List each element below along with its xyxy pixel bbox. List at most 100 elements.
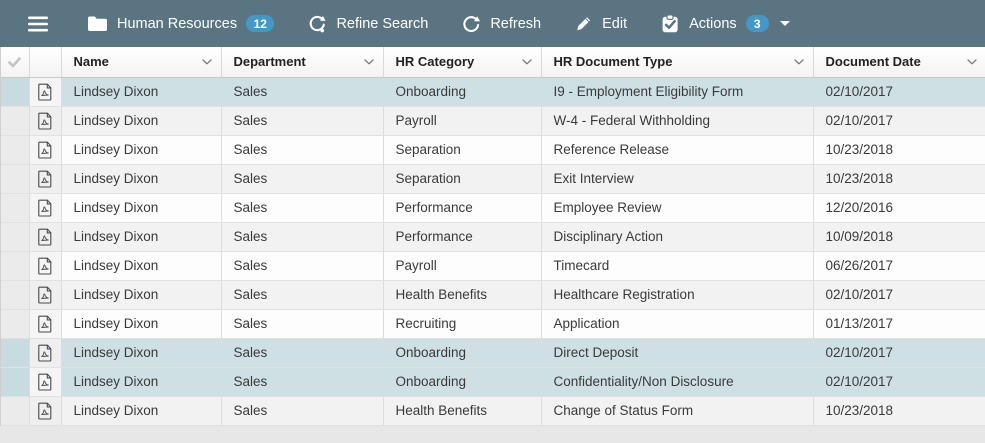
cell-hr-document-type: Exit Interview: [541, 164, 814, 194]
table-row[interactable]: Lindsey Dixon Sales Separation Reference…: [1, 135, 985, 165]
cell-department: Sales: [221, 309, 384, 339]
cell-hr-category: Onboarding: [383, 338, 542, 368]
cell-document-date: 10/23/2018: [813, 396, 985, 426]
pdf-file-icon: [37, 286, 53, 304]
row-pdf-cell[interactable]: [29, 338, 62, 368]
check-icon: [8, 174, 21, 185]
row-pdf-cell[interactable]: [29, 396, 62, 426]
row-pdf-cell[interactable]: [29, 164, 62, 194]
edit-button[interactable]: Edit: [574, 14, 627, 33]
cell-hr-document-type: Employee Review: [541, 193, 814, 223]
check-icon: [8, 87, 21, 98]
row-select-cell[interactable]: [1, 222, 30, 252]
cell-hr-category: Recruiting: [383, 309, 542, 339]
cell-name: Lindsey Dixon: [61, 280, 222, 310]
chevron-down-icon[interactable]: [364, 59, 374, 65]
row-select-cell[interactable]: [1, 338, 30, 368]
table-row[interactable]: Lindsey Dixon Sales Separation Exit Inte…: [1, 164, 985, 194]
row-pdf-cell[interactable]: [29, 251, 62, 281]
table-row[interactable]: Lindsey Dixon Sales Performance Discipli…: [1, 222, 985, 252]
check-icon: [8, 319, 21, 330]
clipboard-check-icon: [662, 13, 678, 32]
cell-hr-category: Health Benefits: [383, 396, 542, 426]
check-icon: [8, 116, 21, 127]
cell-hr-category: Payroll: [383, 251, 542, 281]
table-row[interactable]: Lindsey Dixon Sales Performance Employee…: [1, 193, 985, 223]
refine-search-label: Refine Search: [336, 15, 429, 32]
row-select-cell[interactable]: [1, 396, 30, 426]
pdf-file-icon: [37, 170, 53, 188]
table-row[interactable]: Lindsey Dixon Sales Recruiting Applicati…: [1, 309, 985, 339]
document-table: Name Department HR Category HR Document …: [0, 47, 985, 426]
row-pdf-cell[interactable]: [29, 367, 62, 397]
row-pdf-cell[interactable]: [29, 77, 62, 107]
cell-document-date: 02/10/2017: [813, 106, 985, 136]
table-row[interactable]: Lindsey Dixon Sales Health Benefits Chan…: [1, 396, 985, 426]
column-header-hr-document-type[interactable]: HR Document Type: [541, 47, 814, 78]
row-pdf-cell[interactable]: [29, 280, 62, 310]
cell-name: Lindsey Dixon: [61, 396, 222, 426]
refresh-button[interactable]: Refresh: [461, 14, 541, 34]
cell-department: Sales: [221, 396, 384, 426]
table-row[interactable]: Lindsey Dixon Sales Onboarding Confident…: [1, 367, 985, 397]
chevron-down-icon[interactable]: [522, 59, 532, 65]
cell-name: Lindsey Dixon: [61, 164, 222, 194]
refine-search-icon: [310, 15, 327, 32]
menu-button[interactable]: [28, 16, 48, 32]
row-pdf-cell[interactable]: [29, 193, 62, 223]
table-row[interactable]: Lindsey Dixon Sales Onboarding I9 - Empl…: [1, 77, 985, 107]
table-row[interactable]: Lindsey Dixon Sales Health Benefits Heal…: [1, 280, 985, 310]
pdf-file-icon: [37, 344, 53, 362]
cell-name: Lindsey Dixon: [61, 251, 222, 281]
actions-label: Actions: [689, 15, 737, 32]
cell-document-date: 01/13/2017: [813, 309, 985, 339]
select-all-header[interactable]: [1, 47, 30, 78]
folder-label: Human Resources: [117, 15, 238, 32]
row-pdf-cell[interactable]: [29, 309, 62, 339]
actions-button[interactable]: Actions 3: [660, 13, 790, 34]
column-header-document-date[interactable]: Document Date: [813, 47, 985, 78]
table-row[interactable]: Lindsey Dixon Sales Onboarding Direct De…: [1, 338, 985, 368]
row-select-cell[interactable]: [1, 77, 30, 107]
row-select-cell[interactable]: [1, 367, 30, 397]
refine-search-button[interactable]: Refine Search: [307, 14, 428, 34]
pdf-file-icon: [37, 257, 53, 275]
row-select-cell[interactable]: [1, 309, 30, 339]
cell-hr-document-type: Confidentiality/Non Disclosure: [541, 367, 814, 397]
edit-label: Edit: [602, 15, 628, 32]
column-header-department[interactable]: Department: [221, 47, 384, 78]
pdf-file-icon: [37, 228, 53, 246]
row-select-cell[interactable]: [1, 106, 30, 136]
pdf-file-icon: [37, 141, 53, 159]
cell-hr-document-type: Disciplinary Action: [541, 222, 814, 252]
folder-count-badge: 12: [246, 15, 275, 32]
check-icon: [8, 261, 21, 272]
row-select-cell[interactable]: [1, 280, 30, 310]
cell-hr-document-type: W-4 - Federal Withholding: [541, 106, 814, 136]
column-header-name[interactable]: Name: [61, 47, 222, 78]
table-row[interactable]: Lindsey Dixon Sales Payroll W-4 - Federa…: [1, 106, 985, 136]
folder-breadcrumb-button[interactable]: Human Resources 12: [87, 15, 275, 32]
cell-hr-category: Payroll: [383, 106, 542, 136]
cell-department: Sales: [221, 338, 384, 368]
chevron-down-icon[interactable]: [967, 59, 977, 65]
row-select-cell[interactable]: [1, 135, 30, 165]
row-pdf-cell[interactable]: [29, 135, 62, 165]
chevron-down-icon[interactable]: [794, 59, 804, 65]
cell-department: Sales: [221, 222, 384, 252]
row-select-cell[interactable]: [1, 193, 30, 223]
table-row[interactable]: Lindsey Dixon Sales Payroll Timecard 06/…: [1, 251, 985, 281]
folder-icon: [88, 16, 107, 31]
cell-name: Lindsey Dixon: [61, 338, 222, 368]
check-icon: [8, 290, 21, 301]
cell-hr-category: Separation: [383, 135, 542, 165]
row-pdf-cell[interactable]: [29, 222, 62, 252]
cell-document-date: 10/23/2018: [813, 135, 985, 165]
chevron-down-icon[interactable]: [202, 59, 212, 65]
cell-name: Lindsey Dixon: [61, 309, 222, 339]
column-header-hr-category[interactable]: HR Category: [383, 47, 542, 78]
row-select-cell[interactable]: [1, 164, 30, 194]
row-select-cell[interactable]: [1, 251, 30, 281]
row-pdf-cell[interactable]: [29, 106, 62, 136]
